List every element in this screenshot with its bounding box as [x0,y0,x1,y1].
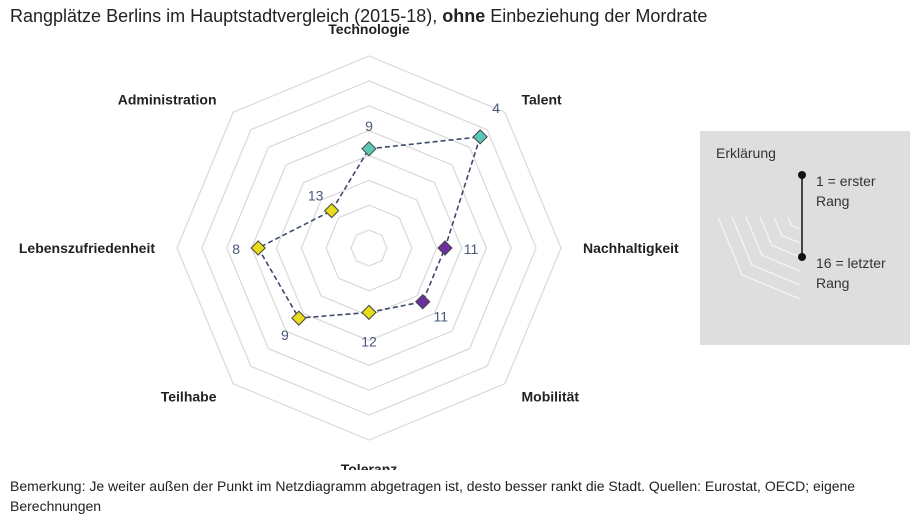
data-point-teilhabe [291,310,307,326]
title-suffix: Einbeziehung der Mordrate [485,6,708,26]
data-point-mobilität [415,294,431,310]
value-label: 9 [365,118,373,134]
legend-first-rank: 1 = erster Rang [816,171,876,211]
axis-label-administration: Administration [118,92,217,108]
data-point-talent [472,129,488,145]
legend-last-rank: 16 = letzter Rang [816,253,886,293]
grid-ring [250,129,488,367]
grid-ring [350,229,388,267]
legend-grid-ring [717,216,801,300]
data-point-lebenszufriedenheit [250,240,266,256]
axis-label-teilhabe: Teilhabe [161,388,217,404]
data-point-administration [323,202,340,219]
title-prefix: Rangplätze Berlins im Hauptstadtvergleic… [10,6,443,26]
value-label: 12 [361,333,377,349]
legend-first-dot [798,171,806,179]
data-line [257,135,482,319]
legend-title: Erklärung [716,145,776,161]
axis-label-technologie: Technologie [328,21,410,37]
axis-label-mobilität: Mobilität [521,388,579,404]
value-label: 13 [308,188,324,204]
grid-ring [201,80,537,416]
value-label: 11 [464,241,479,257]
data-point-technologie [361,141,377,157]
value-label: 9 [281,327,289,343]
legend-grid-ring [787,216,801,230]
value-label: 11 [433,309,448,325]
title-bold: ohne [442,6,486,26]
legend-grid-ring [745,216,801,272]
chart-title: Rangplätze Berlins im Hauptstadtvergleic… [10,6,707,27]
data-point-toleranz [361,304,377,321]
legend-grid-ring [759,216,801,258]
footnote: Bemerkung: Je weiter außen der Punkt im … [10,478,856,514]
grid-ring [176,55,562,441]
legend-last-line1: 16 = letzter [816,255,886,271]
value-label: 4 [492,100,500,116]
axis-label-nachhaltigkeit: Nachhaltigkeit [583,240,679,256]
legend-grid-ring [731,216,801,286]
legend-first-line2: Rang [816,193,850,209]
axis-label-lebenszufriedenheit: Lebenszufriedenheit [19,240,155,256]
grid-ring [275,154,463,342]
radar-chart: 9 4 11 11 12 9 8 13 Technologie Talent Nachhaltigk… [19,21,679,470]
legend-graphic [717,171,806,300]
legend-last-line2: Rang [816,275,850,291]
legend-first-line1: 1 = erster [816,173,876,189]
legend-grid-ring [773,216,801,244]
value-label: 8 [232,241,240,257]
grid-ring [325,204,413,292]
data-point-nachhaltigkeit [437,240,453,256]
legend-box: Erklärung 1 = erster Rang 16 = letzter R… [700,131,910,345]
axis-label-talent: Talent [521,92,562,108]
legend-last-dot [798,253,806,261]
axis-label-toleranz: Toleranz [341,461,398,470]
grid-ring [226,105,512,391]
